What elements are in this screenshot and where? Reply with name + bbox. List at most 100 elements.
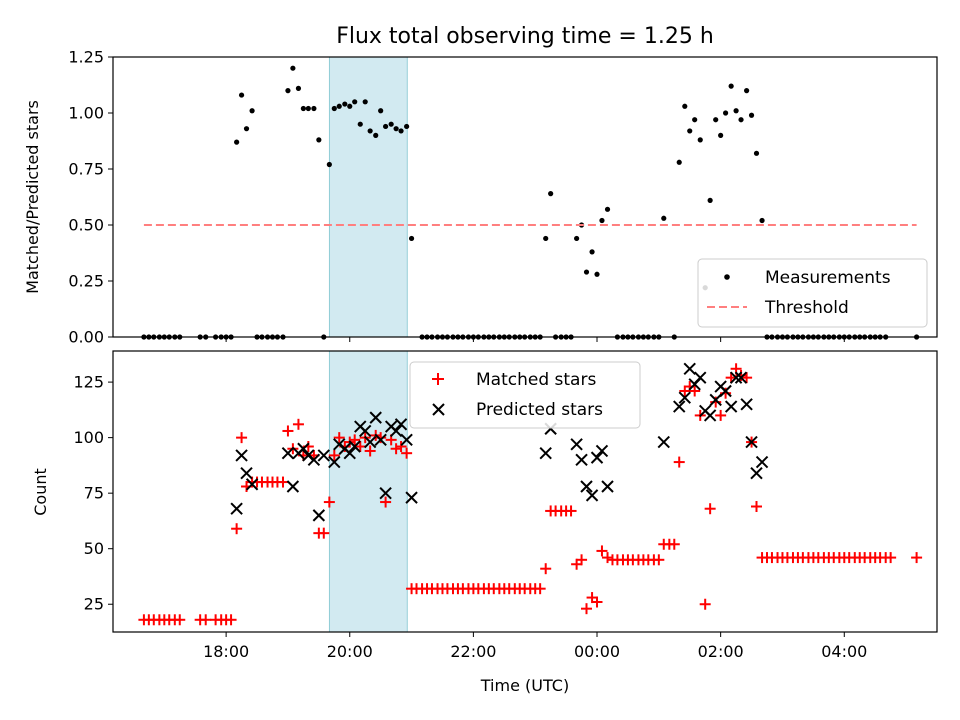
predicted-star-point-b xyxy=(358,424,372,438)
bottom-y-tick-label: 100 xyxy=(73,428,104,447)
predicted-star-point xyxy=(740,398,753,411)
matched-star-point xyxy=(710,396,722,408)
predicted-star-point-b xyxy=(317,449,330,462)
measurement-point xyxy=(748,112,755,118)
measurement-point xyxy=(574,235,580,242)
predicted-star-point xyxy=(750,466,763,480)
measurement-point xyxy=(697,137,703,143)
predicted-star-point xyxy=(601,480,614,493)
top-observing-window-shade xyxy=(328,56,408,338)
predicted-star-point-b xyxy=(400,433,413,447)
legend-matched-label: Matched stars xyxy=(476,370,596,390)
x-tick-label: 00:00 xyxy=(574,642,620,661)
matched-star-point xyxy=(602,552,614,564)
predicted-star-point-b xyxy=(374,433,387,447)
matched-star-point xyxy=(333,432,345,444)
predicted-star-point-b xyxy=(709,393,722,407)
predicted-star-point xyxy=(719,384,732,398)
predicted-star-point-b xyxy=(281,446,295,460)
measurement-point xyxy=(367,128,373,134)
top-y-axis-label: Matched/Predicted stars xyxy=(23,100,42,294)
predicted-star-point xyxy=(230,502,243,515)
measurement-point xyxy=(733,108,739,114)
predicted-star-point-b xyxy=(240,466,253,480)
measurement-point xyxy=(398,128,404,134)
matched-star-point xyxy=(741,372,753,384)
legend-measurements-label: Measurements xyxy=(765,268,891,288)
matched-star-point xyxy=(673,456,685,468)
measurement-point xyxy=(589,249,595,255)
bottom-y-tick-label: 25 xyxy=(84,595,104,614)
measurement-point xyxy=(722,110,729,116)
predicted-star-point xyxy=(734,371,748,384)
top-y-tick-label: 0.50 xyxy=(68,216,104,235)
predicted-star-point-b xyxy=(595,444,609,458)
bottom-y-axis-label: Count xyxy=(31,468,50,516)
bottom-y-tick-label: 50 xyxy=(84,539,104,558)
matched-star-point xyxy=(323,496,335,508)
predicted-star-point-b xyxy=(379,486,392,500)
top-chart-title: Flux total observing time = 1.25 h xyxy=(336,24,714,49)
predicted-star-point-b xyxy=(570,438,583,451)
bottom-axes-frame xyxy=(112,350,938,633)
predicted-star-point xyxy=(570,438,583,451)
predicted-star-point-b xyxy=(394,418,408,431)
matched-star-point xyxy=(231,523,243,535)
predicted-star-point-b xyxy=(297,442,310,455)
measurement-point xyxy=(383,123,389,130)
matched-star-point xyxy=(653,554,665,566)
measurement-point xyxy=(744,88,750,94)
predicted-star-point xyxy=(358,424,372,438)
legend-matched-marker xyxy=(432,373,444,385)
predicted-star-point-b xyxy=(245,478,259,491)
matched-star-point xyxy=(395,441,407,453)
matched-star-point xyxy=(565,505,577,517)
matched-star-point xyxy=(750,500,762,512)
predicted-star-point xyxy=(245,478,259,491)
matched-star-point xyxy=(364,445,376,457)
top-axes-frame xyxy=(112,56,938,338)
measurement-point xyxy=(316,137,322,143)
measurement-point xyxy=(713,117,719,123)
matched-star-point xyxy=(668,538,680,550)
top-ticks: 0.00 0.25 0.50 0.75 1.00 1.25 xyxy=(68,48,845,347)
measurement-point xyxy=(249,108,255,114)
measurement-point xyxy=(342,101,348,107)
matched-star-point xyxy=(354,441,366,453)
predicted-star-point xyxy=(694,371,707,384)
matched-star-point xyxy=(591,596,603,608)
predicted-star-point-b xyxy=(694,371,707,384)
measurement-point xyxy=(295,85,302,91)
matched-star-point xyxy=(596,545,608,557)
matched-star-point xyxy=(328,449,340,461)
legend-threshold-label: Threshold xyxy=(764,298,849,318)
predicted-star-point xyxy=(389,424,403,438)
predicted-star-point-b xyxy=(729,371,743,384)
predicted-star-point xyxy=(724,400,738,413)
predicted-star-point xyxy=(328,455,341,469)
predicted-star-point-b xyxy=(703,409,717,422)
predicted-star-point xyxy=(755,455,769,469)
predicted-star-point xyxy=(400,433,413,447)
measurement-point xyxy=(692,117,698,123)
measurement-point xyxy=(234,139,240,145)
predicted-star-point-b xyxy=(575,453,588,467)
predicted-star-point xyxy=(673,400,686,413)
matched-star-point xyxy=(885,552,897,564)
predicted-star-point-b xyxy=(678,391,692,404)
measurement-point xyxy=(738,117,744,123)
top-y-tick-label: 0.25 xyxy=(68,272,104,291)
top-y-tick-label: 1.25 xyxy=(68,48,104,67)
predicted-star-point xyxy=(379,486,392,500)
matched-star-point xyxy=(375,432,387,444)
predicted-star-point xyxy=(363,435,377,449)
predicted-star-point-b xyxy=(657,435,670,449)
measurement-point xyxy=(594,271,600,277)
measurement-point xyxy=(238,92,245,98)
predicted-star-point-b xyxy=(328,455,341,469)
x-axis-label: Time (UTC) xyxy=(480,676,569,695)
matched-star-point xyxy=(236,432,248,444)
measurement-point xyxy=(687,128,693,134)
